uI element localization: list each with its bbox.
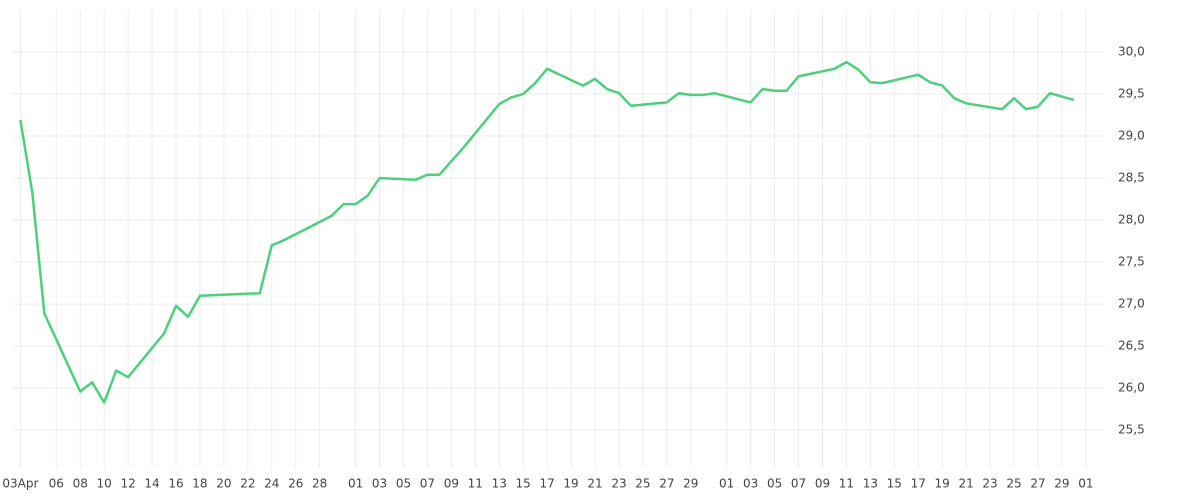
x-tick-label: 06 xyxy=(49,477,64,491)
x-tick-label: 15 xyxy=(887,477,902,491)
x-tick-label: 07 xyxy=(791,477,806,491)
x-tick-label: 10 xyxy=(97,477,112,491)
y-tick-label: 28,5 xyxy=(1118,171,1145,185)
x-tick-label: 09 xyxy=(444,477,459,491)
x-tick-label: 12 xyxy=(120,477,135,491)
x-tick-label: 27 xyxy=(659,477,674,491)
x-tick-label: 26 xyxy=(288,477,303,491)
x-tick-label: 03Apr xyxy=(2,477,38,491)
y-tick-label: 28,0 xyxy=(1118,213,1145,227)
x-tick-label: 17 xyxy=(539,477,554,491)
x-tick-label: 19 xyxy=(935,477,950,491)
x-tick-label: 01 xyxy=(719,477,734,491)
y-tick-label: 27,5 xyxy=(1118,255,1145,269)
x-tick-label: 11 xyxy=(468,477,483,491)
x-tick-label: 03 xyxy=(372,477,387,491)
x-tick-label: 18 xyxy=(192,477,207,491)
x-tick-label: 01 xyxy=(348,477,363,491)
x-tick-label: 23 xyxy=(982,477,997,491)
x-tick-label: 17 xyxy=(911,477,926,491)
x-tick-label: 11 xyxy=(839,477,854,491)
x-tick-label: 05 xyxy=(396,477,411,491)
x-tick-label: 25 xyxy=(1006,477,1021,491)
y-tick-label: 26,0 xyxy=(1118,381,1145,395)
x-tick-label: 25 xyxy=(635,477,650,491)
x-tick-label: 21 xyxy=(958,477,973,491)
x-tick-label: 15 xyxy=(516,477,531,491)
x-tick-label: 20 xyxy=(216,477,231,491)
x-tick-label: 09 xyxy=(815,477,830,491)
x-tick-label: 21 xyxy=(587,477,602,491)
x-tick-label: 22 xyxy=(240,477,255,491)
x-tick-label: 19 xyxy=(563,477,578,491)
line xyxy=(19,60,1075,404)
x-tick-label: 23 xyxy=(611,477,626,491)
y-tick-label: 29,0 xyxy=(1118,129,1145,143)
x-tick-label: 14 xyxy=(144,477,159,491)
y-tick-label: 30,0 xyxy=(1118,45,1145,59)
y-tick-label: 25,5 xyxy=(1118,423,1145,437)
x-tick-label: 08 xyxy=(73,477,88,491)
x-tick-label: 16 xyxy=(168,477,183,491)
x-tick-label: 13 xyxy=(492,477,507,491)
y-tick-label: 27,0 xyxy=(1118,297,1145,311)
x-tick-label: 13 xyxy=(863,477,878,491)
x-tick-label: 01 xyxy=(1078,477,1093,491)
x-tick-label: 28 xyxy=(312,477,327,491)
x-tick-label: 07 xyxy=(420,477,435,491)
x-tick-label: 24 xyxy=(264,477,279,491)
y-tick-label: 29,5 xyxy=(1118,87,1145,101)
x-tick-label: 05 xyxy=(767,477,782,491)
x-tick-label: 03 xyxy=(743,477,758,491)
y-tick-label: 26,5 xyxy=(1118,339,1145,353)
x-tick-label: 27 xyxy=(1030,477,1045,491)
x-tick-label: 29 xyxy=(1054,477,1069,491)
x-tick-label: 29 xyxy=(683,477,698,491)
